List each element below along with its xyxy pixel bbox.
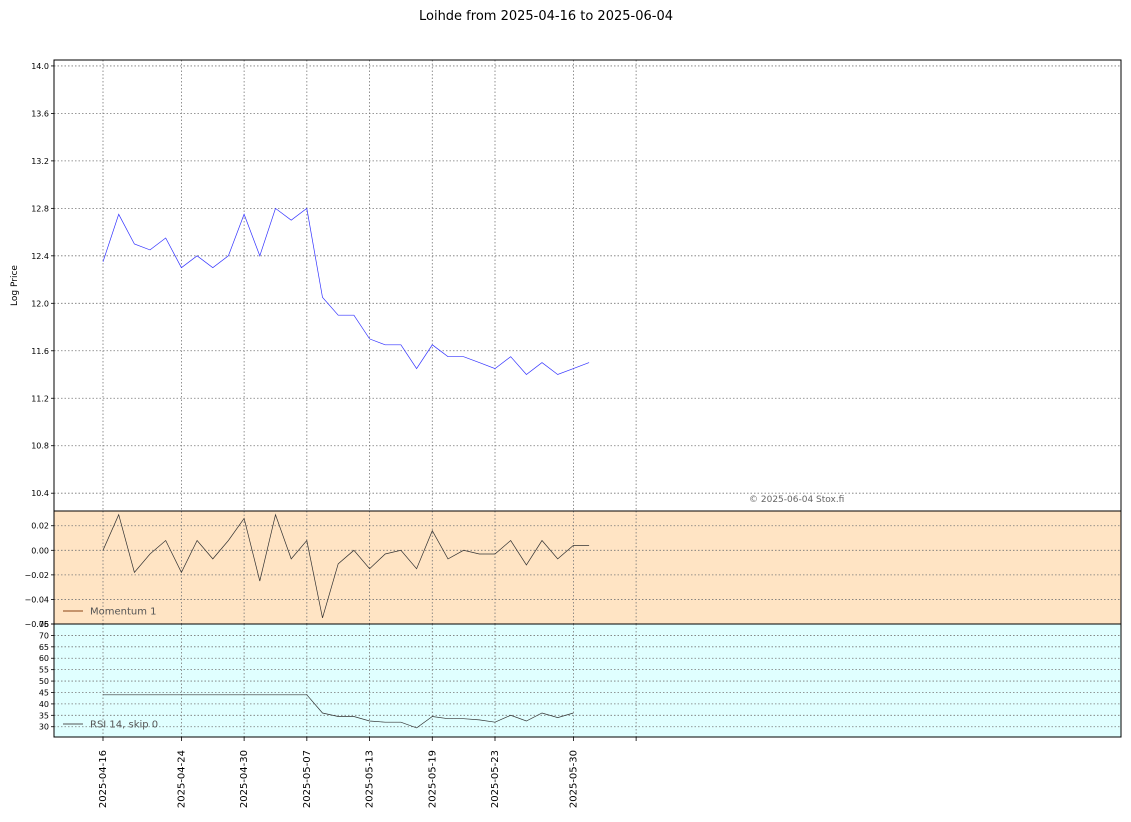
y-tick-label: 10.4 <box>31 489 49 498</box>
y-tick-label: 12.8 <box>31 204 49 213</box>
y-tick-label: 70 <box>39 631 49 640</box>
y-tick-label: 45 <box>39 688 49 697</box>
x-tick-label: 2025-05-23 <box>490 750 501 808</box>
panel-momentum: 0.02 0.00 −0.02 −0.04 −0.06 Momentum 1 <box>24 510 1122 629</box>
y-tick-label: 60 <box>39 654 49 663</box>
y-tick-label: −0.02 <box>24 571 49 580</box>
panel-rsi: 30 35 40 45 50 55 60 65 70 75 RSI 14, skip 0 <box>39 620 1122 738</box>
y-tick-label: 11.2 <box>31 394 49 403</box>
y-tick-label: 75 <box>39 620 49 629</box>
y-tick-label: 40 <box>39 700 49 709</box>
y-tick-label: 13.6 <box>31 109 49 118</box>
y-tick-label: 35 <box>39 711 49 720</box>
legend-label: Momentum 1 <box>90 607 157 618</box>
panel-price: 10.4 10.8 11.2 11.6 12.0 12.4 12.8 13.2 13.6 14.0… <box>10 59 1122 512</box>
x-tick-label: 2025-04-30 <box>239 750 250 808</box>
x-tick-label: 2025-05-13 <box>365 750 376 808</box>
y-tick-label: 10.8 <box>31 442 49 451</box>
y-tick-label: 14.0 <box>31 62 49 71</box>
y-tick-label: 13.2 <box>31 157 49 166</box>
price-series-line <box>102 207 590 375</box>
x-tick-label: 2025-04-24 <box>176 750 187 808</box>
y-tick-label: 12.4 <box>31 252 49 261</box>
x-axis: 2025-04-16 2025-04-24 2025-04-30 2025-05-07… <box>98 737 637 808</box>
x-tick-label: 2025-05-30 <box>568 750 579 808</box>
y-tick-label: 12.0 <box>31 299 49 308</box>
panel-price-background <box>54 60 1121 511</box>
y-tick-label: 30 <box>39 723 49 732</box>
y-tick-label: 0.00 <box>31 546 49 555</box>
y-tick-label: 50 <box>39 677 49 686</box>
chart-panels: 10.4 10.8 11.2 11.6 12.0 12.4 12.8 13.2 13.6 14.0… <box>10 59 1122 738</box>
rsi-series-line <box>103 694 574 729</box>
y-axis-label: Log Price <box>10 265 20 306</box>
momentum-series-line <box>102 513 590 618</box>
y-tick-label: 65 <box>39 643 49 652</box>
panel-rsi-frame <box>53 623 1122 738</box>
y-tick-label: 11.6 <box>31 347 49 356</box>
x-tick-label: 2025-05-19 <box>427 750 438 808</box>
legend-label: RSI 14, skip 0 <box>90 720 158 731</box>
y-tick-label: −0.04 <box>24 595 49 604</box>
y-tick-label: 0.02 <box>31 522 49 531</box>
x-tick-label: 2025-05-07 <box>302 750 313 808</box>
copyright-text: © 2025-06-04 Stox.fi <box>749 495 844 505</box>
panel-rsi-background <box>54 624 1121 737</box>
x-tick-label: 2025-04-16 <box>98 750 109 808</box>
y-tick-label: −0.06 <box>24 620 49 629</box>
panel-momentum-background <box>54 511 1121 624</box>
y-tick-label: 55 <box>39 666 49 675</box>
chart-title: Loihde from 2025-04-16 to 2025-06-04 <box>419 9 673 24</box>
